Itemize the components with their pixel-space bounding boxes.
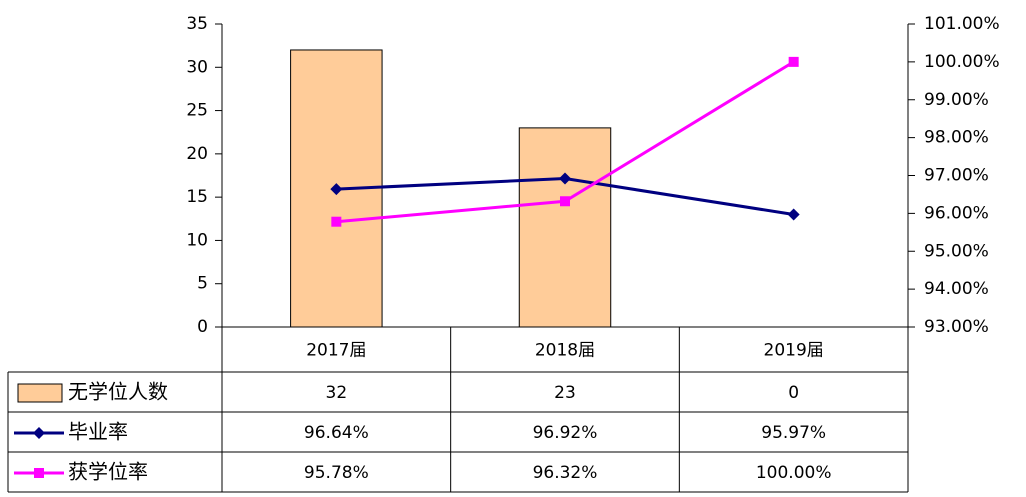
y-tick-label: 35 — [186, 14, 208, 34]
bar — [518, 127, 612, 328]
marker — [559, 172, 571, 185]
legend-label: 无学位人数 — [68, 380, 168, 404]
x-tick-label: 2019届 — [764, 341, 824, 361]
y2-tick-label: 95.00% — [924, 241, 989, 261]
marker — [34, 468, 44, 478]
marker — [787, 208, 800, 221]
legend-label: 毕业率 — [68, 420, 128, 444]
table-value: 96.64% — [304, 423, 369, 443]
y-tick-label: 25 — [186, 101, 208, 121]
marker — [560, 196, 570, 207]
y2-tick-label: 98.00% — [924, 128, 989, 148]
table-value: 96.32% — [533, 463, 598, 483]
table-value: 95.97% — [761, 423, 826, 443]
table-value: 96.92% — [533, 423, 598, 443]
legend-swatch — [17, 383, 63, 403]
marker — [788, 56, 799, 67]
y-tick-label: 0 — [197, 317, 208, 337]
table-value: 32 — [326, 383, 348, 403]
y-tick-label: 15 — [186, 187, 208, 207]
y-tick-label: 20 — [186, 144, 208, 164]
marker — [330, 183, 343, 196]
y-tick-label: 10 — [186, 230, 208, 250]
table-value: 23 — [554, 383, 576, 403]
legend-label: 获学位率 — [68, 460, 148, 484]
y2-tick-label: 101.00% — [924, 14, 1000, 34]
y2-tick-label: 97.00% — [924, 166, 989, 186]
y-tick-label: 30 — [186, 57, 208, 77]
x-tick-label: 2017届 — [306, 341, 366, 361]
x-tick-label: 2018届 — [535, 341, 595, 361]
y2-tick-label: 94.00% — [924, 279, 989, 299]
y2-tick-label: 96.00% — [924, 203, 989, 223]
marker — [331, 216, 342, 227]
table-value: 100.00% — [756, 463, 832, 483]
y2-tick-label: 99.00% — [924, 90, 989, 110]
table-value: 95.78% — [304, 463, 369, 483]
y2-tick-label: 100.00% — [924, 52, 1000, 72]
y2-tick-label: 93.00% — [924, 317, 989, 337]
table-value: 0 — [788, 383, 799, 403]
marker — [33, 427, 45, 439]
y-tick-label: 5 — [197, 274, 208, 294]
